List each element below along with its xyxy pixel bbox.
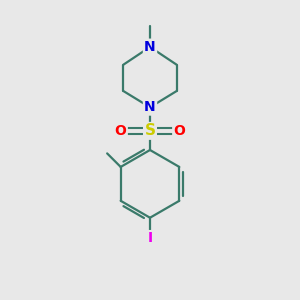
Text: O: O <box>115 124 127 138</box>
Text: I: I <box>147 231 153 245</box>
Text: N: N <box>144 100 156 114</box>
Text: S: S <box>145 123 155 138</box>
Text: O: O <box>173 124 185 138</box>
Text: N: N <box>144 40 156 54</box>
